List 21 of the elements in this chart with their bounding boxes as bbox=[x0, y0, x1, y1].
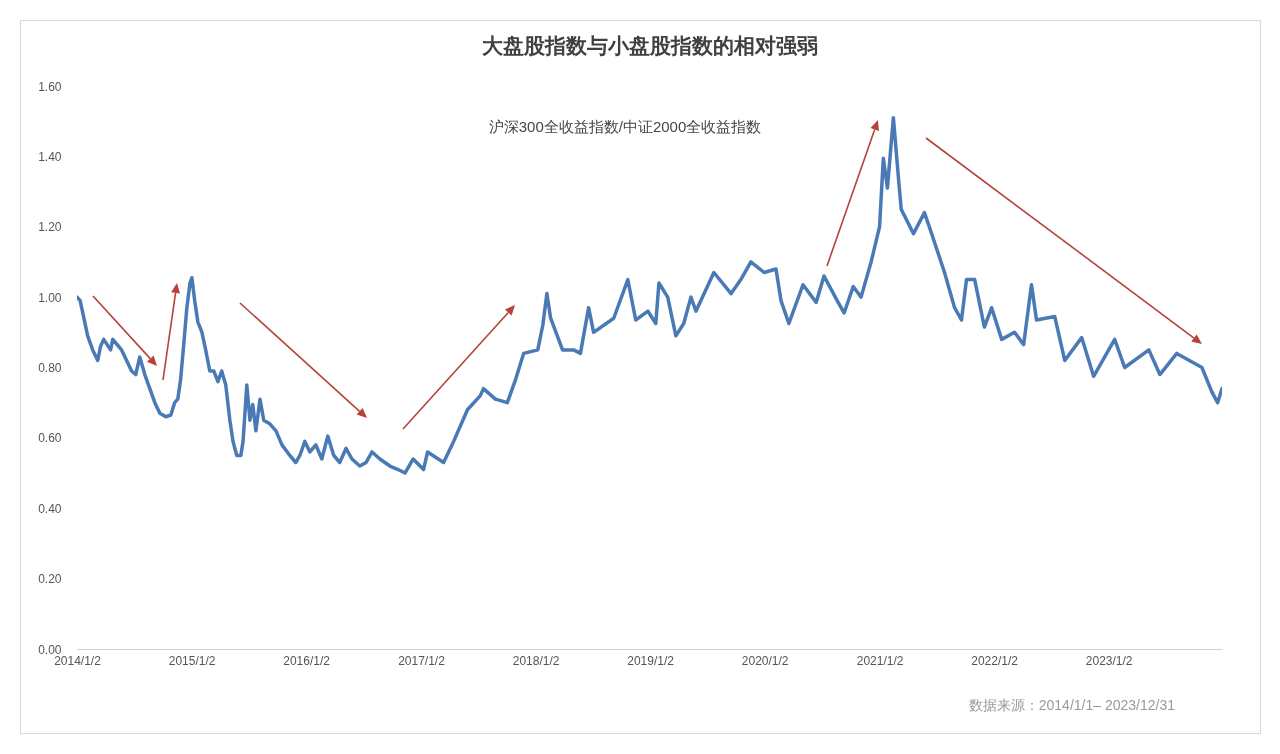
y-tick-label: 0.20 bbox=[38, 572, 62, 587]
y-tick-label: 0.40 bbox=[38, 501, 62, 516]
x-tick-label: 2023/1/2 bbox=[1085, 653, 1133, 668]
y-tick-label: 0.80 bbox=[38, 361, 62, 375]
x-tick-label: 2018/1/2 bbox=[512, 653, 560, 668]
y-tick-label: 1.60 bbox=[38, 79, 62, 94]
x-tick-label: 2020/1/2 bbox=[741, 653, 789, 668]
x-tick-label: 2022/1/2 bbox=[971, 653, 1019, 668]
text: 沪深300全收益指数/中证2000全收益指数 bbox=[488, 118, 762, 135]
x-tick-label: 2017/1/2 bbox=[398, 653, 446, 668]
y-tick-label: 0.60 bbox=[38, 431, 62, 446]
x-tick-label: 2021/1/2 bbox=[856, 653, 904, 668]
y-tick-label: 1.40 bbox=[38, 149, 62, 164]
x-tick-label: 2015/1/2 bbox=[168, 653, 216, 668]
y-tick-label: 1.00 bbox=[38, 290, 62, 305]
line-series bbox=[77, 115, 1222, 475]
source-note: 数据来源：2014/1/1– 2023/12/31 bbox=[968, 697, 1176, 713]
x-tick-label: 2016/1/2 bbox=[283, 653, 331, 668]
y-tick-label: 1.20 bbox=[38, 220, 62, 235]
chart-title: 大盘股指数与小盘股指数的相对强弱 bbox=[481, 34, 818, 57]
x-tick-label: 2019/1/2 bbox=[627, 653, 675, 668]
